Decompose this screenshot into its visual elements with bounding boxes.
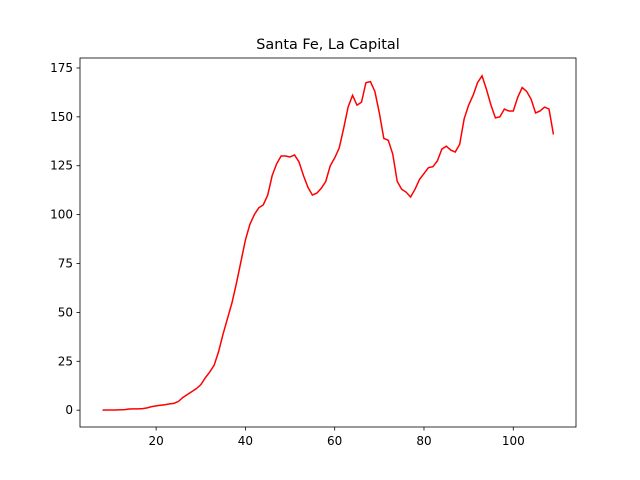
chart-title: Santa Fe, La Capital bbox=[256, 37, 399, 53]
data-line bbox=[102, 74, 555, 411]
axes-frame bbox=[79, 57, 577, 428]
y-tick-label: 100 bbox=[50, 208, 73, 222]
y-tick-label: 175 bbox=[50, 61, 73, 75]
x-tick-label: 60 bbox=[327, 434, 342, 448]
x-tick-label: 100 bbox=[502, 434, 525, 448]
y-tick-label: 150 bbox=[50, 110, 73, 124]
y-tick-label: 25 bbox=[58, 354, 73, 368]
y-tick-label: 125 bbox=[50, 159, 73, 173]
x-tick-label: 20 bbox=[148, 434, 163, 448]
x-tick-label: 80 bbox=[416, 434, 431, 448]
y-tick-label: 0 bbox=[65, 403, 73, 417]
y-tick-label: 75 bbox=[58, 257, 73, 271]
x-tick-label: 40 bbox=[238, 434, 253, 448]
y-tick-label: 50 bbox=[58, 305, 73, 319]
